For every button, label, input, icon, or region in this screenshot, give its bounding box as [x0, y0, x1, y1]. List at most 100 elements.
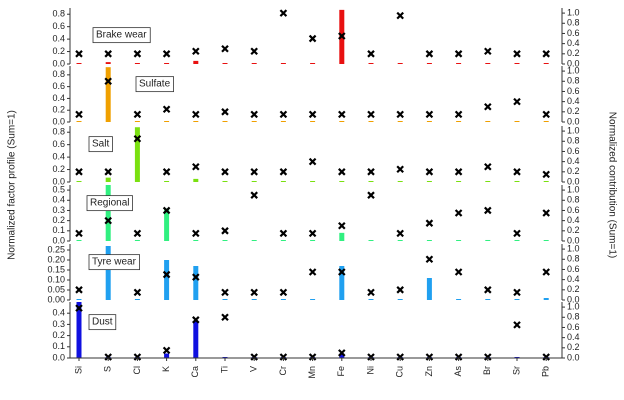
bar [368, 299, 374, 300]
contribution-marker [221, 227, 229, 235]
y2-tick-label: 0.4 [567, 156, 580, 166]
y-tick-label: 0.0 [52, 58, 65, 68]
bar [456, 121, 462, 122]
y-tick-label: 0.8 [52, 69, 65, 79]
y-tick-label: 0.2 [52, 330, 65, 340]
bar [134, 121, 140, 122]
y-tick-label: 0.8 [52, 9, 65, 19]
contribution-marker [221, 288, 229, 297]
y2-tick-label: 1.0 [567, 301, 580, 311]
bar [397, 181, 403, 182]
x-tick-label: Cl [132, 366, 142, 375]
bar [426, 121, 432, 122]
contribution-marker [338, 32, 346, 40]
bar [397, 299, 403, 300]
bar [426, 63, 432, 64]
contribution-marker [513, 50, 521, 58]
y-tick-label: 0.4 [52, 93, 65, 103]
contribution-marker [338, 349, 346, 357]
bar [280, 181, 286, 182]
y2-tick-label: 0.2 [567, 342, 580, 352]
bar [456, 299, 462, 300]
contribution-marker [104, 216, 112, 225]
bar [426, 181, 432, 182]
contribution-marker [513, 229, 521, 238]
bar [514, 181, 520, 182]
y-tick-label: 0.0 [52, 235, 65, 245]
bar [514, 63, 520, 64]
bar [310, 181, 316, 182]
panel-title-box [88, 254, 140, 271]
bar [368, 63, 374, 64]
y-tick-label: 0.4 [52, 33, 65, 43]
x-tick-label: As [453, 366, 463, 377]
contribution-marker [104, 168, 112, 176]
bar [76, 302, 82, 358]
bar [251, 63, 257, 64]
panel-title-box [92, 27, 151, 44]
x-tick-label: Si [73, 366, 83, 374]
y-tick-label: 0.05 [47, 284, 65, 294]
bar [222, 240, 228, 241]
contribution-marker [367, 353, 375, 361]
contribution-marker [192, 162, 200, 171]
y2-axis-title: Normalized contribution (Sum=1) [606, 112, 617, 258]
bar [368, 181, 374, 182]
contribution-marker [308, 110, 317, 119]
bar [543, 298, 549, 300]
bar [164, 260, 170, 300]
contribution-marker [425, 168, 434, 176]
contribution-marker [396, 286, 404, 294]
y-tick-label: 0.2 [52, 46, 65, 56]
contribution-marker [75, 50, 83, 58]
x-tick-label: Cr [278, 366, 288, 376]
contribution-marker [367, 288, 375, 297]
bar [426, 278, 432, 300]
bar [193, 239, 199, 241]
y2-tick-label: 0.2 [567, 48, 580, 58]
contribution-marker [425, 353, 434, 361]
contribution-marker [75, 110, 83, 119]
contribution-marker [162, 270, 171, 279]
bar [339, 121, 345, 122]
contribution-marker [221, 108, 229, 116]
contribution-marker [162, 206, 171, 215]
contribution-marker [75, 286, 83, 294]
y-tick-label: 0.0 [52, 116, 65, 126]
y-axis-title: Normalized factor profile (Sum=1) [7, 110, 18, 260]
y-tick-label: 0.20 [47, 254, 65, 264]
contribution-marker [454, 168, 463, 176]
contribution-marker [104, 50, 112, 58]
contribution-marker [454, 110, 463, 119]
contribution-marker [484, 286, 492, 294]
contribution-marker [484, 206, 492, 215]
contribution-marker [396, 165, 404, 174]
bar [397, 240, 403, 241]
bar [485, 299, 491, 300]
bar [485, 239, 491, 241]
y2-tick-label: 0.8 [567, 195, 580, 205]
contribution-marker [308, 268, 317, 276]
contribution-marker [162, 105, 171, 114]
y2-tick-label: 0.4 [567, 215, 580, 225]
contribution-marker [279, 110, 288, 119]
panel-title-box [86, 195, 133, 212]
y-tick-label: 0.3 [52, 319, 65, 329]
contribution-marker [75, 168, 83, 176]
contribution-marker [133, 288, 142, 297]
contribution-marker [75, 229, 83, 238]
contribution-marker [542, 170, 550, 179]
contribution-marker [221, 44, 229, 53]
contribution-marker [338, 221, 346, 230]
y2-tick-label: 0.6 [567, 205, 580, 215]
contribution-marker [250, 110, 258, 119]
bar [76, 240, 82, 241]
y2-tick-label: 0.0 [567, 116, 580, 126]
y2-tick-label: 0.4 [567, 332, 580, 342]
bar [280, 63, 286, 64]
bar [222, 299, 228, 300]
bar [134, 63, 140, 64]
contribution-marker [454, 50, 463, 58]
y2-tick-label: 0.8 [567, 254, 580, 264]
x-tick-label: Ni [365, 366, 375, 375]
